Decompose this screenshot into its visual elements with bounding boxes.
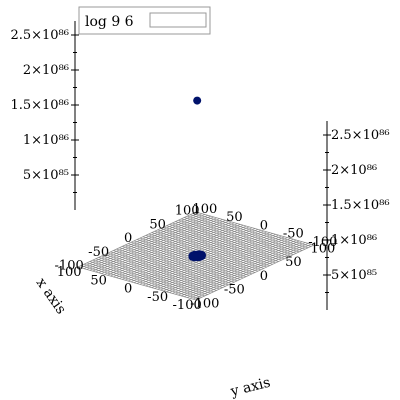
- grid-line: [195, 211, 315, 246]
- data-points: [188, 96, 206, 262]
- grid-line: [184, 217, 303, 251]
- grid-line: [148, 233, 267, 268]
- z-tick-label: 2.5×10⁸⁶: [331, 128, 390, 143]
- x-tick-label: 100: [57, 265, 82, 280]
- x-tick-label: -50: [147, 290, 168, 305]
- grid-line: [110, 251, 229, 286]
- x-far-tick-label: 50: [226, 210, 243, 225]
- grid-line: [113, 250, 232, 284]
- grid-line: [160, 228, 279, 262]
- grid-line: [89, 261, 208, 295]
- grid-line: [187, 215, 306, 250]
- z-tick-label: 1×10⁸⁶: [331, 233, 377, 248]
- x-far-tick-label: 0: [260, 218, 268, 233]
- y-tick-label: 100: [310, 241, 335, 256]
- z-tick-label: 5×10⁸⁵: [23, 168, 69, 183]
- y-far-tick-label: 50: [149, 217, 166, 232]
- grid-mesh: [77, 211, 315, 301]
- z-tick-label: 5×10⁸⁵: [331, 268, 377, 283]
- y-tick-label: 50: [285, 255, 302, 270]
- x-axis-title: x axis: [33, 275, 69, 317]
- grid-line: [169, 224, 288, 258]
- grid-line: [175, 221, 294, 255]
- grid-line: [122, 246, 241, 280]
- data-point: [188, 252, 197, 261]
- z-tick-label: 2.5×10⁸⁶: [10, 28, 69, 43]
- y-axis-title: y axis: [228, 375, 272, 400]
- x-far-tick-label: -100: [308, 235, 337, 250]
- grid-line: [125, 244, 244, 279]
- grid-line: [104, 254, 223, 288]
- y-far-tick-label: -100: [55, 259, 84, 274]
- x-far-tick-label: -50: [283, 227, 304, 242]
- legend: log 9 6: [78, 6, 211, 35]
- grid-line: [163, 226, 282, 261]
- grid-line: [116, 248, 235, 283]
- z-tick-label: 1.5×10⁸⁶: [10, 98, 69, 113]
- z-tick-label: 1.5×10⁸⁶: [331, 198, 390, 213]
- y-far-tick-label: 100: [175, 204, 200, 219]
- grid-line: [107, 252, 226, 287]
- z-tick-label: 1×10⁸⁶: [23, 133, 69, 148]
- legend-label: log 9 6: [85, 14, 134, 30]
- data-point: [193, 96, 202, 105]
- grid-line: [154, 230, 273, 265]
- grid-line: [101, 255, 220, 290]
- grid-line: [77, 266, 197, 301]
- z-tick-label: 2×10⁸⁶: [331, 163, 377, 178]
- grid-line: [83, 263, 202, 298]
- y-far-tick-label: 0: [124, 231, 132, 246]
- grid-line: [181, 218, 300, 253]
- y-tick-label: -50: [224, 283, 245, 298]
- x-far-tick-label: 100: [192, 202, 217, 217]
- y-tick-label: 0: [260, 269, 268, 284]
- grid-line: [128, 243, 247, 277]
- grid-line: [80, 265, 200, 299]
- y-far-tick-label: -50: [88, 245, 109, 260]
- y-tick-label: -100: [190, 296, 219, 311]
- x-tick-label: 0: [124, 282, 132, 297]
- grid-line: [192, 213, 312, 247]
- x-tick-label: 50: [90, 273, 107, 288]
- z-tick-label: 2×10⁸⁶: [23, 63, 69, 78]
- grid-line: [145, 235, 264, 269]
- grid-line: [92, 259, 211, 294]
- grid-line: [157, 229, 276, 264]
- grid-line: [98, 257, 217, 291]
- grid-line: [166, 225, 285, 260]
- x-tick-label: -100: [173, 298, 202, 313]
- grid-line: [95, 258, 214, 293]
- grid-line: [86, 262, 205, 297]
- grid-line: [119, 247, 238, 282]
- grid-line: [178, 219, 297, 254]
- legend-swatch: [149, 12, 207, 28]
- grid-line: [151, 232, 270, 266]
- grid-line: [172, 222, 291, 257]
- axes: -100-50050100-100-50050100-100-50050100-…: [10, 21, 390, 313]
- grid-line: [190, 214, 309, 249]
